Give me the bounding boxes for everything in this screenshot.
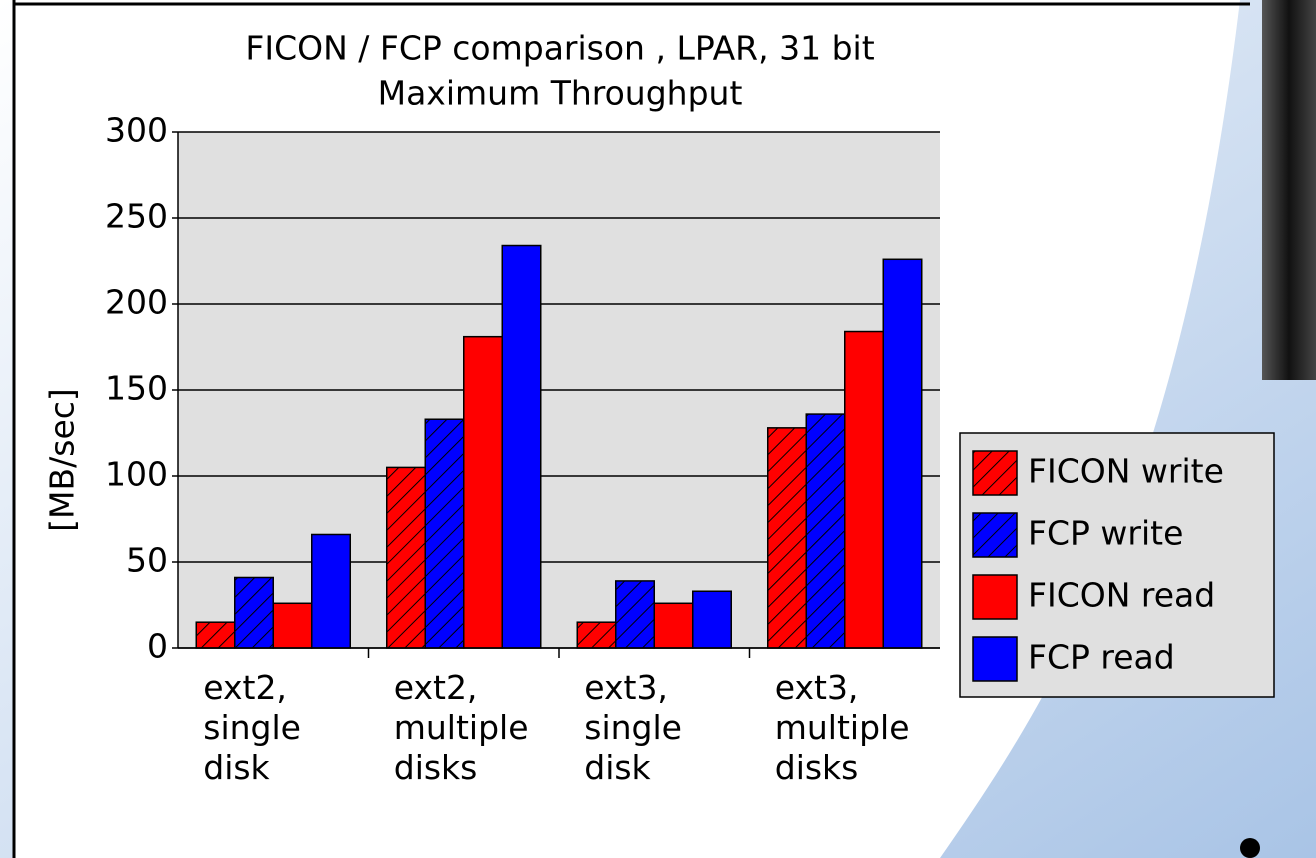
x-tick-label: ext2, multiple disks [394, 668, 529, 788]
bar [768, 428, 807, 648]
y-tick-label: 0 [147, 627, 168, 666]
bar [693, 591, 732, 648]
bar [235, 577, 274, 648]
y-tick-label: 250 [105, 197, 168, 236]
legend-swatch [973, 513, 1017, 557]
legend-label: FICON read [1028, 576, 1215, 615]
legend-label: FCP read [1028, 638, 1175, 677]
decoration [1240, 838, 1260, 858]
bar [502, 246, 541, 648]
bar [387, 467, 426, 648]
bar [312, 534, 351, 648]
bar [577, 622, 616, 648]
bar [616, 581, 655, 648]
bar [845, 332, 884, 648]
y-tick-label: 150 [105, 369, 168, 408]
page: FICON / FCP comparison , LPAR, 31 bit Ma… [0, 0, 1316, 858]
bar [883, 259, 922, 648]
legend-swatch [973, 451, 1017, 495]
y-tick-label: 200 [105, 283, 168, 322]
chart-subtitle: Maximum Throughput [378, 74, 743, 113]
legend-label: FICON write [1028, 452, 1224, 491]
bar [196, 622, 235, 648]
y-tick-label: 100 [105, 455, 168, 494]
legend-swatch [973, 637, 1017, 681]
legend-swatch [973, 575, 1017, 619]
x-tick-label: ext2, single disk [203, 668, 301, 788]
y-tick-label: 300 [105, 111, 168, 150]
bar [654, 603, 693, 648]
bar [806, 414, 845, 648]
bar [425, 419, 464, 648]
bar [464, 337, 503, 648]
y-tick-label: 50 [126, 541, 168, 580]
legend-label: FCP write [1028, 514, 1183, 553]
bar [273, 603, 312, 648]
decoration [1262, 0, 1316, 380]
x-tick-label: ext3, single disk [584, 668, 682, 788]
chart-title: FICON / FCP comparison , LPAR, 31 bit [245, 29, 874, 68]
x-tick-label: ext3, multiple disks [775, 668, 910, 788]
y-axis-label: [MB/sec] [43, 388, 82, 532]
